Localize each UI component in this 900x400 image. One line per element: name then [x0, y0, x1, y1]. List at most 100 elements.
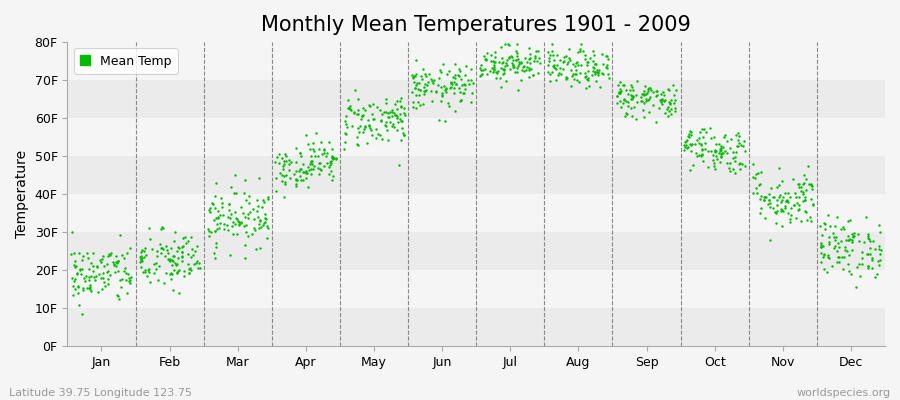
Point [388, 112, 402, 118]
Point [418, 71, 432, 77]
Point [796, 190, 811, 197]
Point [753, 169, 768, 176]
Point [678, 142, 692, 148]
Point [596, 61, 610, 67]
Point [653, 99, 668, 106]
Point [309, 129, 323, 136]
Point [68, 276, 83, 282]
Point [209, 244, 223, 250]
Point [588, 69, 602, 75]
Point [626, 92, 640, 99]
Point [554, 71, 568, 77]
Point [412, 86, 427, 93]
Point [806, 201, 820, 207]
Point [531, 70, 545, 76]
Point [112, 232, 127, 239]
Point [644, 84, 658, 91]
Point [417, 87, 431, 94]
Point [418, 81, 433, 87]
Point [167, 238, 182, 244]
Point [527, 55, 542, 61]
Point [489, 75, 503, 82]
Point [734, 142, 748, 149]
Point [580, 62, 594, 68]
Point [550, 52, 564, 58]
Point [423, 76, 437, 82]
Point [151, 262, 166, 269]
Point [175, 248, 189, 255]
Point [238, 254, 252, 261]
Point [312, 171, 327, 178]
Point [600, 53, 615, 60]
Point [436, 61, 450, 67]
Point [117, 268, 131, 274]
Point [667, 105, 681, 111]
Point [419, 82, 434, 89]
Point [613, 79, 627, 86]
Point [836, 254, 850, 261]
Point [84, 273, 98, 280]
Point [238, 242, 252, 248]
Point [497, 66, 511, 73]
Point [410, 92, 424, 98]
Point [167, 229, 182, 235]
Point [545, 41, 560, 47]
Point [300, 169, 314, 176]
Point [509, 47, 524, 54]
Point [148, 260, 163, 266]
Point [83, 282, 97, 289]
Point [177, 273, 192, 279]
Point [289, 181, 303, 188]
Point [503, 66, 517, 72]
Point [786, 176, 800, 182]
Point [292, 166, 307, 172]
Point [637, 90, 652, 97]
Point [677, 147, 691, 154]
Point [701, 148, 716, 154]
Point [751, 170, 765, 176]
Point [610, 93, 625, 99]
Point [684, 129, 698, 136]
Point [317, 146, 331, 152]
Point [269, 188, 284, 194]
Point [365, 101, 380, 107]
Point [796, 180, 810, 187]
Point [772, 164, 787, 171]
Point [269, 175, 284, 182]
Point [270, 154, 284, 160]
Point [712, 150, 726, 156]
Point [212, 220, 227, 226]
Point [75, 311, 89, 318]
Point [379, 118, 393, 125]
Point [381, 110, 395, 116]
Point [209, 240, 223, 246]
Point [729, 132, 743, 138]
Point [381, 114, 395, 120]
Point [691, 140, 706, 146]
Point [443, 85, 457, 91]
Point [183, 265, 197, 271]
Point [550, 62, 564, 68]
Point [770, 202, 784, 208]
Point [228, 172, 242, 178]
Point [794, 184, 808, 190]
Point [872, 262, 886, 268]
Point [175, 249, 189, 256]
Point [616, 81, 630, 88]
Point [252, 175, 266, 182]
Point [212, 225, 226, 232]
Point [664, 97, 679, 103]
Point [87, 277, 102, 283]
Point [695, 152, 709, 158]
Point [156, 246, 170, 252]
Point [757, 197, 771, 203]
Point [787, 202, 801, 208]
Point [868, 274, 883, 280]
Point [461, 77, 475, 84]
Point [760, 201, 775, 207]
Point [728, 169, 742, 176]
Point [101, 268, 115, 274]
Point [818, 221, 832, 228]
Point [832, 259, 846, 265]
Point [586, 58, 600, 64]
